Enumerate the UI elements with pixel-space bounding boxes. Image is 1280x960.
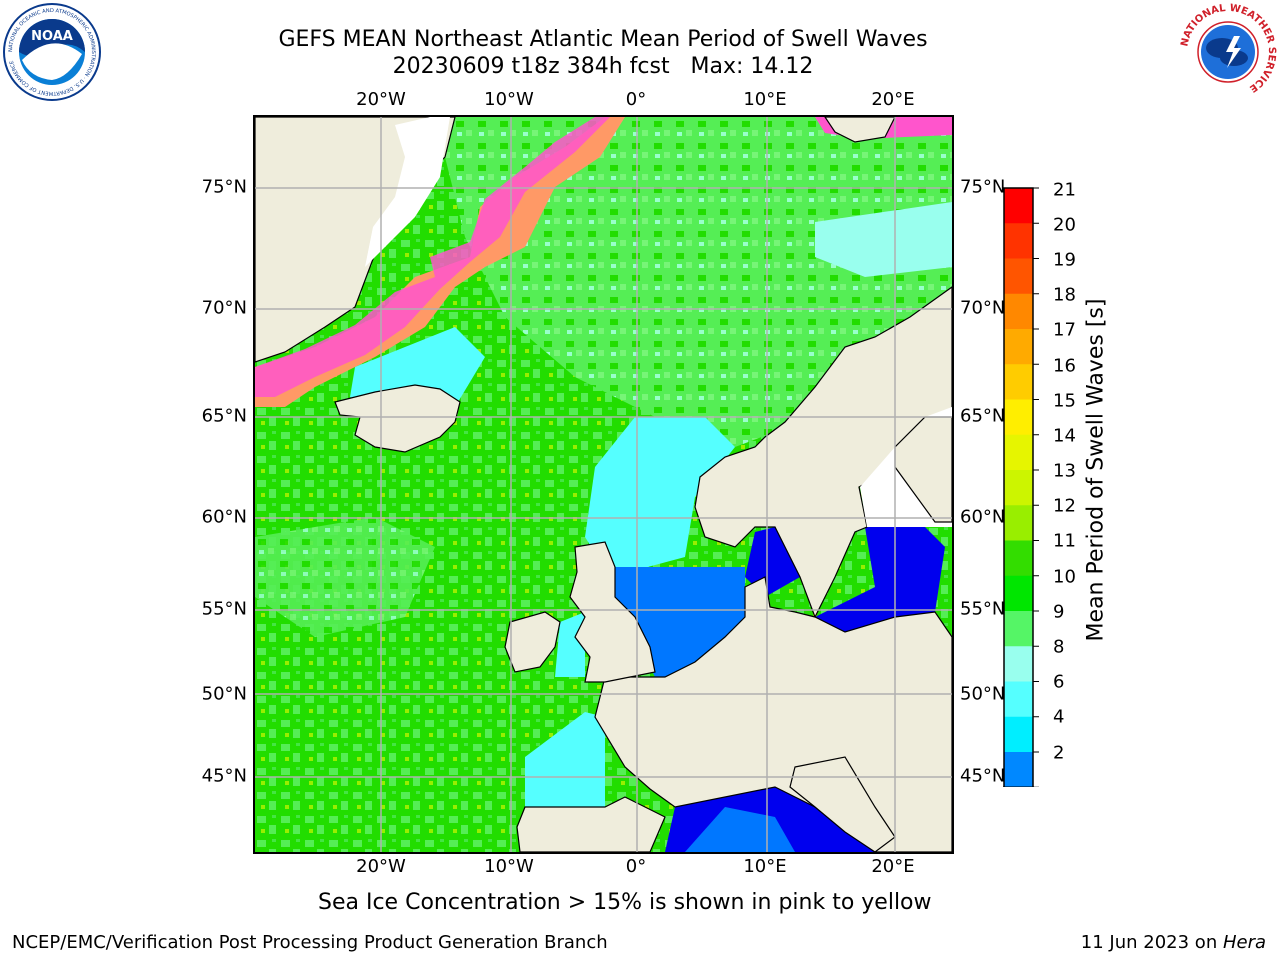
colorbar-tick: 20: [1053, 214, 1076, 236]
land-italy: [789, 756, 896, 852]
colorbar-swatch: [1004, 611, 1033, 647]
colorbar-tick: 13: [1053, 460, 1076, 482]
colorbar-tick: 10: [1053, 566, 1076, 588]
colorbar-tick: 12: [1053, 495, 1076, 517]
plot-title: GEFS MEAN Northeast Atlantic Mean Period…: [278, 27, 928, 52]
lat-tick-right: 60°N: [960, 506, 1006, 528]
noaa-logo-text: NOAA: [31, 29, 73, 44]
lon-tick-top: 10°W: [484, 89, 534, 110]
land-continental-europe: [594, 576, 952, 852]
footer-date-text: 11 Jun 2023 on: [1080, 932, 1223, 953]
land-svalbard: [824, 117, 896, 143]
lat-tick-right: 55°N: [960, 598, 1006, 620]
colorbar-tick: 16: [1053, 355, 1076, 377]
lon-tick-bottom: 20°E: [871, 856, 915, 877]
ocean-deep-blue-baltic: [815, 527, 945, 632]
ocean-cyan-norwegian-sea: [585, 417, 735, 577]
colorbar-swatch: [1004, 540, 1033, 577]
nws-logo-icon: NATIONAL WEATHER SERVICE: [1178, 2, 1278, 102]
colorbar-swatch: [1004, 293, 1033, 330]
lat-tick-left: 60°N: [201, 506, 247, 528]
lon-tick-top: 0°: [625, 89, 647, 110]
land-ireland: [504, 611, 561, 673]
colorbar-swatch: [1004, 258, 1033, 295]
lat-tick-right: 45°N: [960, 765, 1006, 787]
colorbar-swatch: [1004, 329, 1033, 365]
colorbar-label: Mean Period of Swell Waves [s]: [1083, 298, 1109, 642]
colorbar-swatches: [1002, 187, 1039, 817]
lat-tick-right: 50°N: [960, 683, 1006, 705]
lat-tick-left: 55°N: [201, 598, 247, 620]
lon-tick-top: 20°E: [871, 89, 915, 110]
colorbar-swatch: [1004, 752, 1033, 788]
graticule: [255, 117, 952, 852]
lon-tick-top: 10°E: [743, 89, 787, 110]
lat-tick-right: 75°N: [960, 176, 1006, 198]
colorbar-tick: 15: [1053, 390, 1076, 412]
colorbar-swatch: [1004, 575, 1033, 612]
land-scandinavia: [694, 286, 952, 619]
footer-date: 11 Jun 2023 on Hera: [1081, 932, 1266, 953]
colorbar-swatch: [1004, 470, 1033, 506]
colorbar-swatch: [1004, 716, 1033, 753]
colorbar-tick: 19: [1053, 249, 1076, 271]
lon-tick-bottom: 20°W: [356, 856, 406, 877]
footer-machine: Hera: [1222, 932, 1266, 953]
colorbar-tick: 2: [1053, 742, 1065, 764]
ocean-light-green-region: [435, 117, 952, 447]
ocean-cyan-barents: [815, 202, 952, 277]
ice-greenland-interior: [365, 117, 450, 267]
colorbar-tick: 14: [1053, 425, 1076, 447]
ocean-light-green-west: [255, 517, 435, 637]
colorbar-tick: 18: [1053, 284, 1076, 306]
lon-tick-bottom: 0°: [625, 856, 647, 877]
colorbar-tick: 9: [1053, 601, 1065, 623]
colorbar-tick: 17: [1053, 319, 1076, 341]
colorbar-swatch: [1004, 364, 1033, 400]
colorbar-swatch: [1004, 188, 1033, 224]
map-panel: [253, 115, 954, 854]
colorbar-swatch: [1004, 646, 1033, 682]
sea-ice-note: Sea Ice Concentration > 15% is shown in …: [318, 890, 932, 915]
lon-tick-bottom: 10°W: [484, 856, 534, 877]
colorbar-tick: 6: [1053, 671, 1065, 693]
colorbar-tick: 4: [1053, 706, 1065, 728]
lat-tick-right: 70°N: [960, 297, 1006, 319]
lat-tick-left: 50°N: [201, 683, 247, 705]
lon-tick-top: 20°W: [356, 89, 406, 110]
lat-tick-left: 70°N: [201, 297, 247, 319]
plot-subtitle: 20230609 t18z 384h fcst Max: 14.12: [392, 54, 814, 79]
sea-ice-pink: [255, 117, 610, 397]
noaa-logo-icon: NATIONAL OCEANIC AND ATMOSPHERIC ADMINIS…: [2, 2, 102, 102]
land-iberia: [516, 796, 666, 852]
colorbar: [1002, 187, 1043, 817]
lat-tick-right: 65°N: [960, 405, 1006, 427]
land-great-britain: [569, 541, 656, 683]
colorbar-swatch: [1004, 223, 1033, 259]
colorbar-tick: 21: [1053, 179, 1076, 201]
ocean-cyan-irish-sea: [555, 612, 585, 677]
colorbar-swatch: [1004, 434, 1033, 471]
lat-tick-left: 75°N: [201, 176, 247, 198]
ocean-cyan-biscay: [525, 712, 605, 807]
lon-tick-bottom: 10°E: [743, 856, 787, 877]
colorbar-tick: 8: [1053, 636, 1065, 658]
colorbar-swatch: [1004, 681, 1033, 718]
colorbar-tick: 11: [1053, 530, 1076, 552]
footer-credit: NCEP/EMC/Verification Post Processing Pr…: [12, 932, 608, 953]
colorbar-swatch: [1004, 505, 1033, 541]
colorbar-swatch: [1004, 399, 1033, 436]
lat-tick-left: 45°N: [201, 765, 247, 787]
lat-tick-left: 65°N: [201, 405, 247, 427]
